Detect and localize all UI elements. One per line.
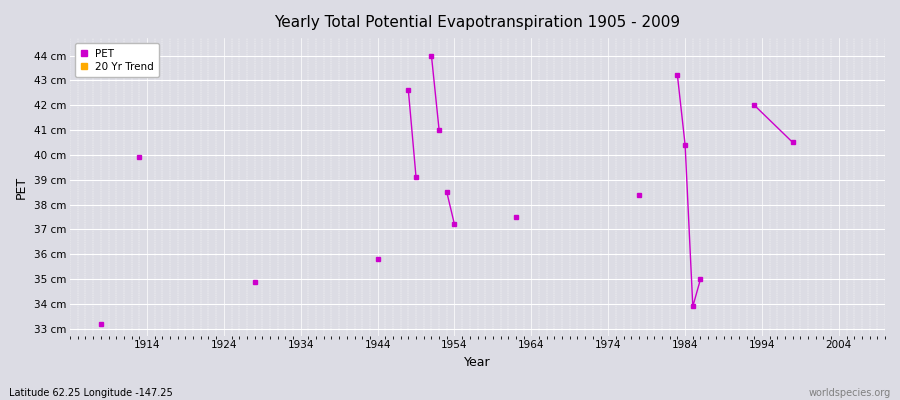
Text: Latitude 62.25 Longitude -147.25: Latitude 62.25 Longitude -147.25	[9, 388, 173, 398]
Y-axis label: PET: PET	[15, 176, 28, 199]
Text: worldspecies.org: worldspecies.org	[809, 388, 891, 398]
Title: Yearly Total Potential Evapotranspiration 1905 - 2009: Yearly Total Potential Evapotranspiratio…	[274, 15, 680, 30]
Legend: PET, 20 Yr Trend: PET, 20 Yr Trend	[76, 43, 159, 77]
X-axis label: Year: Year	[464, 356, 491, 369]
